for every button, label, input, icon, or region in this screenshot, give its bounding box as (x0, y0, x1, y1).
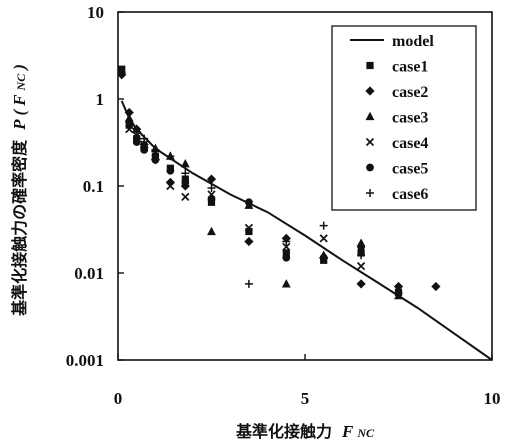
legend-case6-label: case6 (392, 186, 428, 203)
legend-case1-marker (366, 61, 374, 70)
case3-point (281, 279, 291, 288)
case6-point (151, 145, 160, 154)
y-tick-label: 10 (87, 3, 104, 22)
case6-point (207, 183, 216, 192)
legend-model-label: model (392, 33, 434, 50)
case4-point (125, 125, 134, 134)
case4-point (244, 223, 254, 232)
legend-case4-label: case4 (392, 135, 428, 152)
case3-point (180, 158, 190, 168)
y-axis-variable-argument: F (10, 94, 29, 107)
case1-point (245, 227, 253, 236)
case2-point (206, 174, 217, 184)
case5-point (207, 195, 216, 204)
case5-point (394, 289, 403, 298)
case3-point (207, 226, 216, 236)
case4-point (166, 181, 175, 191)
case2-point (431, 281, 441, 292)
x-tick-label: 0 (114, 389, 123, 408)
case4-point (282, 242, 291, 251)
case6-point (244, 279, 253, 288)
legend-case5-marker (366, 163, 374, 172)
case6-point (125, 117, 134, 126)
legend-case5-label: case5 (392, 161, 428, 178)
case1-point (282, 249, 290, 257)
case2-point (124, 107, 134, 118)
case4-point (356, 262, 366, 271)
case5-point (245, 198, 253, 207)
x-axis-title: 基準化接触力 F NC (235, 422, 375, 441)
legend-case3-label: case3 (392, 110, 428, 127)
case5-point (140, 145, 149, 154)
case5-point (181, 178, 190, 187)
y-axis-variable-subscript: NC (14, 73, 28, 92)
case2-point (393, 281, 404, 292)
x-tick-label: 5 (301, 389, 310, 408)
y-axis-variable: P (10, 119, 29, 131)
x-axis-variable-subscript: NC (356, 426, 375, 440)
case5-point (151, 155, 160, 164)
y-tick-label: 0.001 (66, 351, 104, 370)
y-axis-title: 基準化接触力の確率密度 P ( F NC ) (10, 64, 29, 317)
case6-point (319, 221, 328, 230)
legend-case4-marker (365, 137, 375, 147)
case5-point (166, 166, 175, 175)
y-axis-title-text: 基準化接触力の確率密度 (10, 139, 29, 317)
case2-point (356, 279, 366, 289)
case6-point (357, 251, 366, 260)
case5-point (282, 253, 291, 262)
case4-point (181, 192, 190, 201)
case6-point (166, 152, 175, 161)
x-axis-title-text: 基準化接触力 (235, 422, 332, 441)
case6-point (181, 169, 190, 178)
x-axis-variable: F (341, 422, 354, 441)
case5-point (132, 138, 141, 146)
y-axis-ticks: 0.001 0.01 0.1 1 10 (66, 3, 124, 370)
x-tick-label: 10 (484, 389, 501, 408)
y-tick-label: 0.01 (74, 264, 104, 283)
legend-case3-marker (365, 111, 375, 121)
legend-case2-label: case2 (392, 84, 428, 101)
case6-point (282, 237, 291, 246)
case5-point (357, 242, 365, 251)
legend-case1-label: case1 (392, 59, 428, 76)
case4-point (319, 234, 328, 243)
legend-case6-marker (366, 189, 374, 197)
case6-point (132, 127, 141, 136)
case5-point (117, 68, 126, 77)
data-points-layer (117, 65, 441, 300)
x-axis-ticks: 0 5 10 (114, 354, 501, 408)
y-tick-label: 0.1 (83, 177, 104, 196)
case6-point (140, 134, 149, 143)
legend-box (331, 25, 477, 211)
y-tick-label: 1 (96, 90, 105, 109)
case5-point (319, 253, 328, 262)
case2-point (244, 236, 254, 247)
legend: model case1 case2 case3 case4 case5 case6 (331, 25, 477, 211)
legend-case2-marker (365, 86, 375, 96)
